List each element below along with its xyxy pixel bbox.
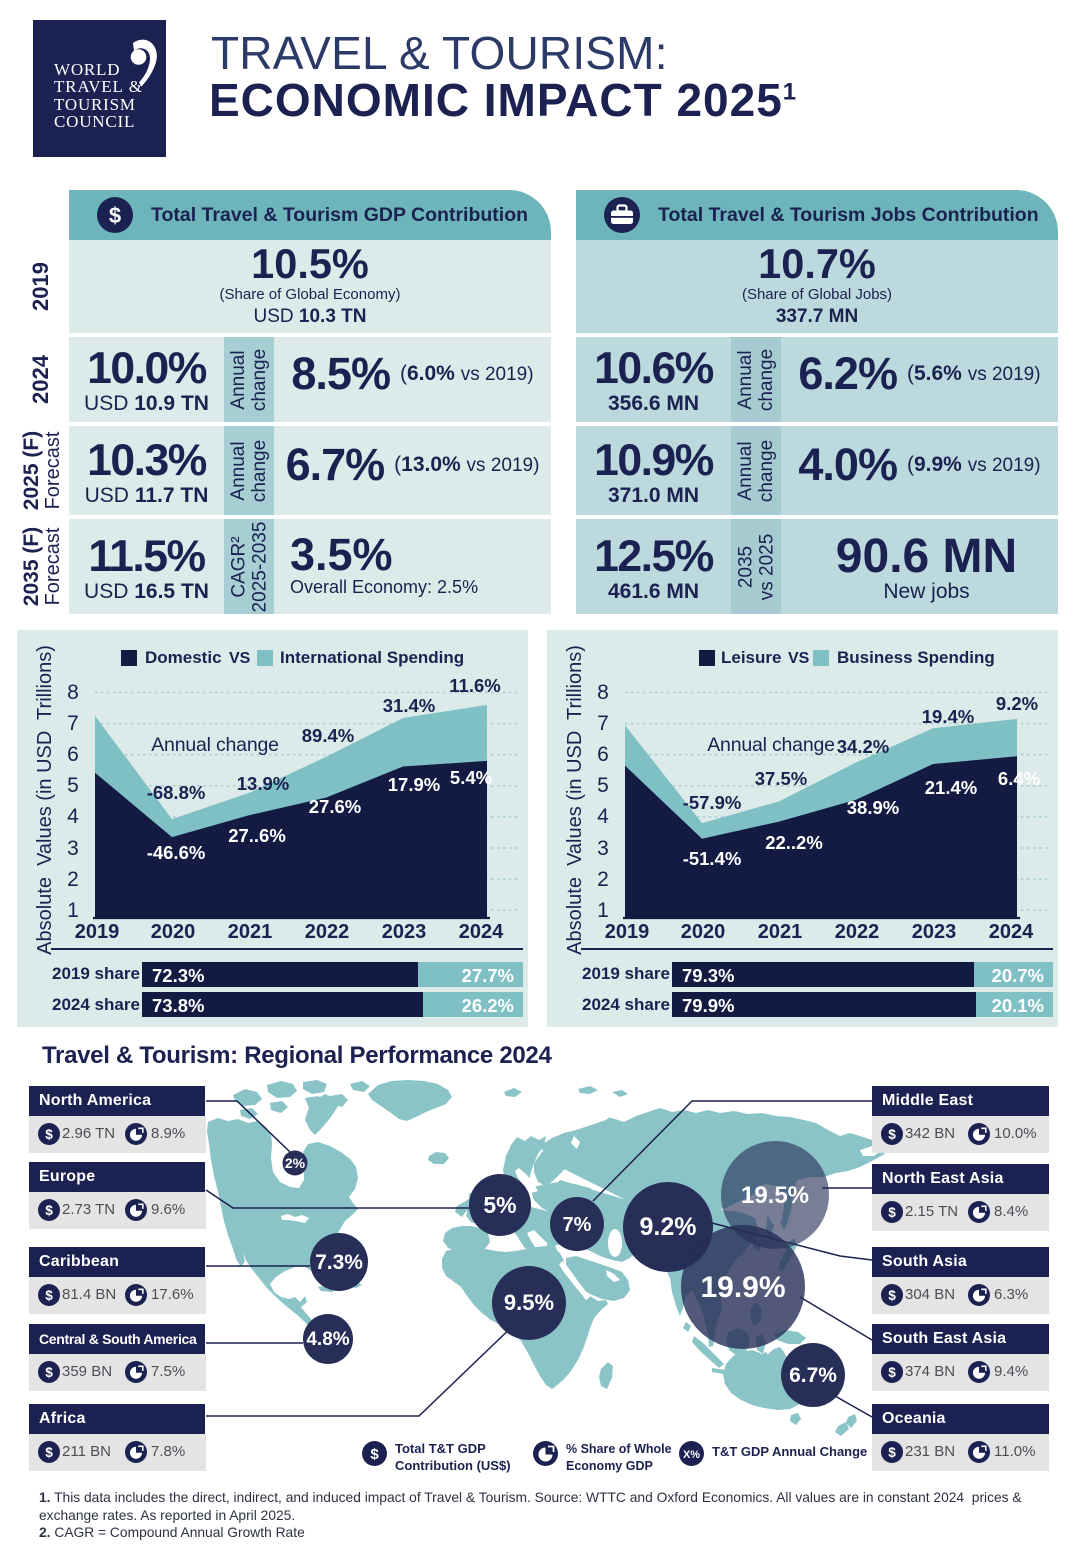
- svg-text:$: $: [45, 1127, 53, 1142]
- svg-text:$: $: [45, 1445, 53, 1460]
- svg-text:$: $: [888, 1288, 896, 1303]
- svg-text:7.3%: 7.3%: [315, 1251, 363, 1274]
- svg-text:2%: 2%: [285, 1155, 306, 1171]
- svg-text:9.2%: 9.2%: [640, 1213, 697, 1241]
- svg-text:5%: 5%: [483, 1192, 516, 1218]
- svg-text:4.8%: 4.8%: [306, 1329, 349, 1350]
- svg-text:6.7%: 6.7%: [789, 1364, 837, 1387]
- svg-text:X%: X%: [683, 1449, 700, 1461]
- svg-text:$: $: [370, 1446, 379, 1463]
- svg-text:9.5%: 9.5%: [504, 1290, 554, 1315]
- svg-text:19.5%: 19.5%: [741, 1182, 809, 1209]
- svg-text:$: $: [888, 1205, 896, 1220]
- svg-text:19.9%: 19.9%: [700, 1271, 785, 1304]
- svg-text:$: $: [888, 1445, 896, 1460]
- svg-text:$: $: [109, 203, 121, 228]
- svg-text:$: $: [45, 1288, 53, 1303]
- svg-text:7%: 7%: [563, 1214, 592, 1236]
- svg-text:$: $: [888, 1365, 896, 1380]
- svg-text:$: $: [45, 1365, 53, 1380]
- svg-text:$: $: [45, 1203, 53, 1218]
- svg-text:$: $: [888, 1127, 896, 1142]
